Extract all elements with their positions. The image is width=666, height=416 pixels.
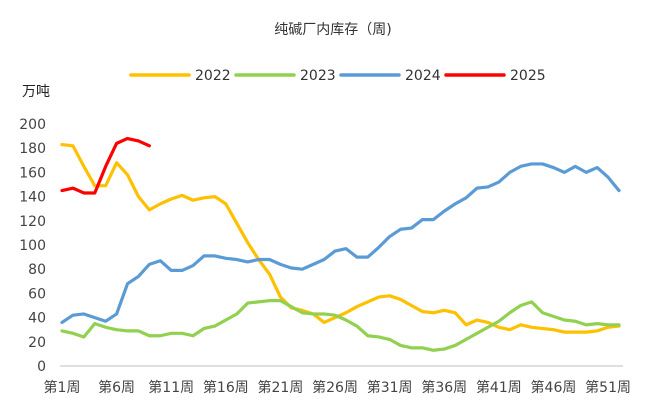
legend-label-2025: 2025 xyxy=(510,68,546,84)
x-tick-label: 第6周 xyxy=(98,379,135,396)
series-line-2025 xyxy=(60,136,151,195)
chart-legend: 2022 2023 2024 2025 xyxy=(129,68,546,84)
y-tick-label: 140 xyxy=(19,190,46,206)
x-tick-label: 第36周 xyxy=(421,379,467,396)
y-axis-unit-label: 万吨 xyxy=(22,84,50,100)
x-tick-label: 第51周 xyxy=(585,379,631,396)
series-line-2022 xyxy=(60,142,621,334)
legend-label-2024: 2024 xyxy=(405,68,441,84)
x-axis: 第1周 第6周 第11周 第16周 第21周 第26周 第31周 第36周 第41周 第46周 第5… xyxy=(44,379,631,396)
y-tick-label: 100 xyxy=(19,238,46,254)
y-tick-label: 160 xyxy=(19,165,46,181)
y-tick-label: 180 xyxy=(19,141,46,157)
x-tick-label: 第26周 xyxy=(312,379,358,396)
y-tick-label: 200 xyxy=(19,117,46,133)
x-tick-label: 第16周 xyxy=(203,379,249,396)
legend-label-2023: 2023 xyxy=(300,68,336,84)
series-line-2023 xyxy=(60,299,621,352)
y-axis: 0 20 40 60 80 100 120 140 160 180 200 xyxy=(19,117,46,375)
y-tick-label: 120 xyxy=(19,214,46,230)
y-tick-label: 40 xyxy=(28,311,46,327)
x-tick-label: 第11周 xyxy=(148,379,194,396)
x-tick-label: 第31周 xyxy=(367,379,413,396)
x-tick-label: 第1周 xyxy=(44,379,81,396)
y-tick-label: 20 xyxy=(28,335,46,351)
series-line-2024 xyxy=(60,162,621,325)
y-tick-label: 60 xyxy=(28,286,46,302)
x-tick-label: 第21周 xyxy=(258,379,304,396)
y-tick-label: 0 xyxy=(37,359,46,375)
legend-label-2022: 2022 xyxy=(195,68,231,84)
plot-area xyxy=(60,136,621,352)
y-tick-label: 80 xyxy=(28,262,46,278)
chart-title: 纯碱厂内库存（周) xyxy=(274,22,391,38)
x-tick-label: 第41周 xyxy=(476,379,522,396)
x-tick-label: 第46周 xyxy=(531,379,577,396)
